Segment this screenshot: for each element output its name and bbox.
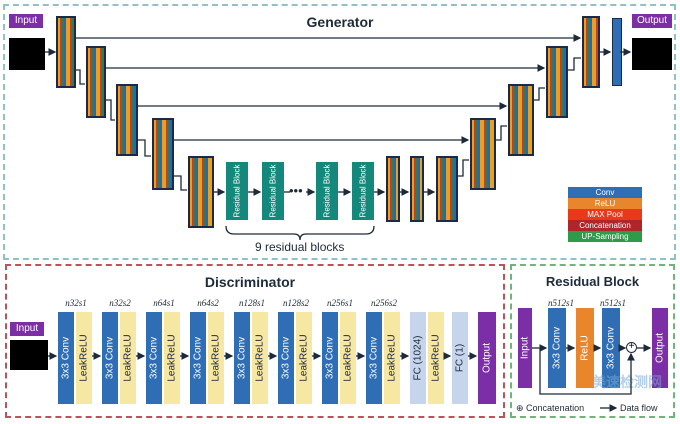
encoder-block-5 xyxy=(188,156,214,228)
residual-panel xyxy=(510,264,675,418)
encoder-block-4 xyxy=(152,118,174,190)
down-path-2 xyxy=(106,99,115,121)
legend-conv: Conv xyxy=(568,187,642,198)
residual-conv-2: 3x3 Conv xyxy=(602,308,620,388)
residual-stage-label-2: n512s1 xyxy=(599,298,626,308)
disc-leakrelu-layer: LeakReLU xyxy=(384,312,400,404)
disc-conv-layer: 3x3 Conv xyxy=(58,312,74,404)
residual-brace xyxy=(225,225,375,241)
discriminator-input-scan xyxy=(10,340,48,370)
residual-concat-node: + xyxy=(626,342,637,353)
down-path-1 xyxy=(76,69,85,85)
residual-conv-1: 3x3 Conv xyxy=(548,308,566,388)
residual-caption: 9 residual blocks xyxy=(255,240,345,254)
fc-1024-layer: FC (1024) xyxy=(410,312,426,404)
disc-stage-label: n128s1 xyxy=(238,298,265,308)
generator-title: Generator xyxy=(306,14,374,30)
disc-stage-label: n128s2 xyxy=(282,298,309,308)
disc-stage-label: n256s2 xyxy=(370,298,397,308)
up-path-1 xyxy=(458,159,469,177)
decoder-block-3 xyxy=(436,156,458,222)
encoder-block-3 xyxy=(116,84,138,156)
residual-block-2: Residual Block xyxy=(262,162,284,220)
generator-output-tag: Output xyxy=(632,14,672,28)
disc-leakrelu-layer: LeakReLU xyxy=(208,312,224,404)
legend-max-pool: MAX Pool xyxy=(568,209,642,220)
residual-ellipsis: ••• xyxy=(289,183,303,198)
decoder-block-7 xyxy=(582,16,600,88)
generator-panel xyxy=(3,4,676,260)
residual-block-3: Residual Block xyxy=(316,162,338,220)
disc-leakrelu-layer: LeakReLU xyxy=(340,312,356,404)
generator-input-scan xyxy=(9,38,45,70)
disc-leakrelu-layer: LeakReLU xyxy=(164,312,180,404)
encoder-block-1 xyxy=(56,16,76,88)
disc-stage-label: n32s2 xyxy=(109,298,131,308)
residual-block-1: Residual Block xyxy=(226,162,248,220)
up-path-4 xyxy=(568,57,581,71)
res-skip-line xyxy=(539,348,635,395)
legend-concatenation: Concatenation xyxy=(568,220,642,231)
discriminator-input-tag: Input xyxy=(10,322,44,336)
disc-leakrelu-layer: LeakReLU xyxy=(296,312,312,404)
decoder-block-4 xyxy=(470,118,496,190)
decoder-block-6 xyxy=(546,46,568,118)
down-path-4 xyxy=(174,175,187,191)
disc-stage-label: n32s1 xyxy=(65,298,87,308)
disc-conv-layer: 3x3 Conv xyxy=(190,312,206,404)
discriminator-panel xyxy=(5,264,505,418)
disc-conv-layer: 3x3 Conv xyxy=(234,312,250,404)
disc-leakrelu-layer: LeakReLU xyxy=(120,312,136,404)
disc-conv-layer: 3x3 Conv xyxy=(366,312,382,404)
disc-conv-layer: 3x3 Conv xyxy=(102,312,118,404)
disc-leakrelu-layer: LeakReLU xyxy=(252,312,268,404)
disc-leakrelu-layer: LeakReLU xyxy=(76,312,92,404)
fc-leakrelu-layer: LeakReLU xyxy=(428,312,444,404)
disc-stage-label: n64s1 xyxy=(153,298,175,308)
generator-output-scan xyxy=(632,38,672,70)
disc-conv-layer: 3x3 Conv xyxy=(146,312,162,404)
up-path-2 xyxy=(496,125,507,141)
legend: Conv ReLU MAX Pool Concatenation UP-Samp… xyxy=(568,187,642,242)
residual-title: Residual Block xyxy=(545,274,640,289)
residual-input: Input xyxy=(518,308,532,388)
decoder-block-5 xyxy=(508,84,534,156)
residual-concat-legend: ⊕ Concatenation xyxy=(516,403,585,413)
up-path-3 xyxy=(534,87,545,101)
legend-up-sampling: UP-Sampling xyxy=(568,231,642,242)
residual-stage-label-1: n512s1 xyxy=(547,298,574,308)
discriminator-output: Output xyxy=(478,312,496,404)
decoder-block-2 xyxy=(410,156,424,222)
fc-1-layer: FC (1) xyxy=(452,312,468,404)
watermark: 美速检测网 xyxy=(592,374,662,390)
discriminator-title: Discriminator xyxy=(204,274,296,290)
disc-conv-layer: 3x3 Conv xyxy=(278,312,294,404)
decoder-block-1 xyxy=(386,156,400,222)
disc-conv-layer: 3x3 Conv xyxy=(322,312,338,404)
encoder-block-2 xyxy=(86,46,106,118)
legend-relu: ReLU xyxy=(568,198,642,209)
residual-block-4: Residual Block xyxy=(352,162,374,220)
disc-stage-label: n64s2 xyxy=(197,298,219,308)
disc-stage-label: n256s1 xyxy=(326,298,353,308)
generator-input-tag: Input xyxy=(9,14,43,28)
residual-flow-legend: Data flow xyxy=(620,403,658,413)
residual-output: Output xyxy=(652,308,668,388)
down-path-3 xyxy=(138,139,151,157)
residual-relu: ReLU xyxy=(576,308,594,388)
